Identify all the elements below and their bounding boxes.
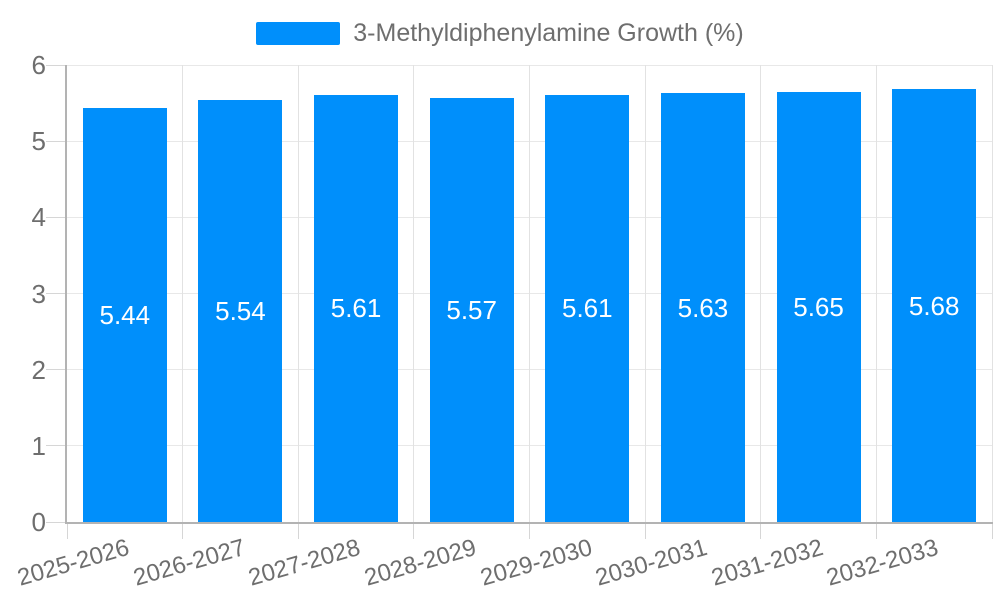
bar[interactable] (82, 107, 167, 522)
y-axis-tick (46, 64, 66, 66)
y-axis-tick (46, 293, 66, 294)
x-axis-tick (644, 524, 646, 539)
x-tick-label: 2030-2031 (592, 534, 711, 592)
x-tick-label: 2027-2028 (245, 534, 364, 592)
bar[interactable] (776, 91, 861, 522)
x-axis-tick (413, 524, 415, 539)
x-axis-tick (297, 524, 299, 539)
y-axis-tick (46, 140, 66, 142)
bar[interactable] (198, 100, 283, 522)
bar[interactable] (545, 94, 630, 522)
bar-value-label: 5.54 (215, 296, 266, 327)
x-tick-label: 2028-2029 (361, 534, 480, 592)
y-axis-tick (46, 369, 66, 371)
y-tick-label: 4 (31, 202, 46, 233)
legend-swatch (256, 22, 341, 45)
bar-value-label: 5.61 (330, 293, 382, 324)
y-tick-label: 3 (31, 278, 46, 309)
bar-value-label: 5.61 (562, 293, 613, 324)
x-axis-tick (529, 524, 530, 539)
gridline-vertical (413, 65, 415, 522)
bar-value-label: 5.57 (446, 294, 497, 325)
gridline-vertical (644, 65, 646, 522)
y-tick-label: 1 (31, 430, 46, 461)
x-axis-tick (760, 524, 762, 539)
x-axis-tick (66, 524, 68, 539)
bar[interactable] (892, 89, 977, 522)
x-axis-line (65, 522, 993, 524)
gridline-vertical (182, 65, 184, 522)
y-tick-label: 6 (31, 50, 46, 80)
legend-label: 3-Methyldiphenylamine Growth (%) (353, 19, 744, 47)
bar-value-label: 5.68 (908, 290, 960, 321)
y-tick-label: 2 (31, 354, 46, 385)
legend[interactable]: 3-Methyldiphenylamine Growth (%) (0, 19, 1000, 48)
bar-value-label: 5.63 (677, 292, 729, 323)
gridline-vertical (760, 65, 762, 522)
x-tick-label: 2029-2030 (476, 534, 595, 592)
bar-value-label: 5.44 (99, 299, 151, 330)
y-axis-tick (46, 445, 66, 447)
y-axis-tick (46, 216, 66, 218)
y-axis-tick (46, 521, 66, 523)
bar-value-label: 5.65 (793, 291, 844, 322)
bar[interactable] (314, 94, 399, 522)
y-tick-label: 5 (31, 126, 46, 157)
y-axis-line (65, 65, 67, 524)
x-axis-tick (991, 524, 993, 539)
x-axis-tick (875, 524, 877, 539)
x-tick-label: 2032-2033 (823, 534, 942, 592)
x-tick-label: 2026-2027 (130, 534, 248, 592)
gridline-vertical (297, 65, 299, 522)
x-tick-label: 2025-2026 (14, 534, 133, 592)
gridline-vertical (875, 65, 877, 522)
gridline-vertical (529, 65, 530, 522)
bar[interactable] (660, 93, 745, 522)
bar[interactable] (429, 97, 514, 522)
gridline-vertical (991, 65, 993, 522)
x-axis-tick (182, 524, 184, 539)
y-tick-label: 0 (31, 507, 46, 537)
x-tick-label: 2031-2032 (708, 534, 827, 592)
